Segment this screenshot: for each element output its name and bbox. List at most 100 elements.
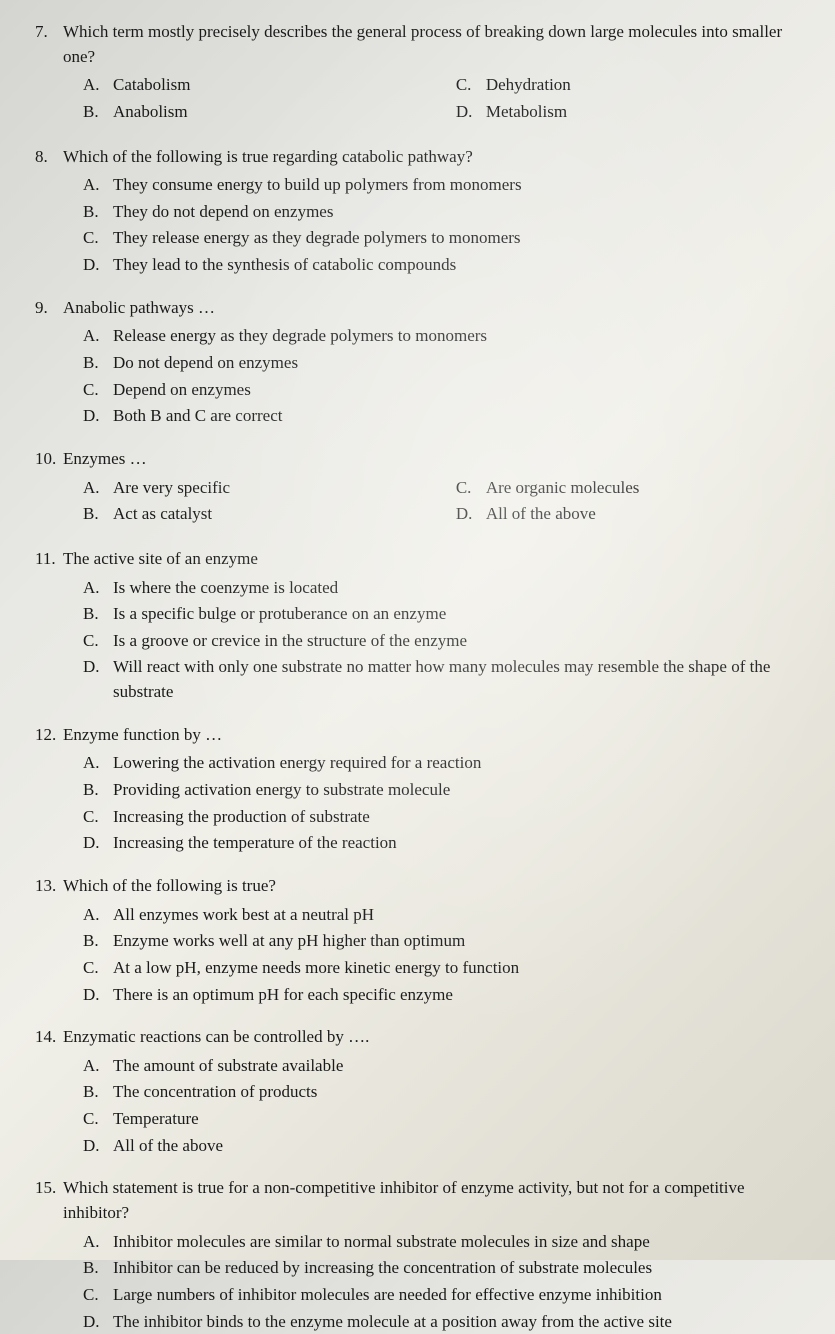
option: C.They release energy as they degrade po… [83, 226, 800, 251]
option-text: The concentration of products [113, 1080, 800, 1105]
option: A.Release energy as they degrade polymer… [83, 324, 800, 349]
option-letter: A. [83, 751, 113, 776]
question: 10.Enzymes … A.Are very specificB.Act as … [35, 447, 800, 529]
option-text: The inhibitor binds to the enzyme molecu… [113, 1310, 800, 1334]
question-number: 8. [35, 145, 63, 170]
question: 12.Enzyme function by … A.Lowering the ac… [35, 723, 800, 856]
option: A.Is where the coenzyme is located [83, 576, 800, 601]
question-stem: Which of the following is true? [63, 874, 800, 899]
option: B.Enzyme works well at any pH higher tha… [83, 929, 800, 954]
option-text: Release energy as they degrade polymers … [113, 324, 800, 349]
option-text: At a low pH, enzyme needs more kinetic e… [113, 956, 800, 981]
option-letter: B. [83, 351, 113, 376]
option-letter: D. [83, 253, 113, 278]
question-stem: Enzymatic reactions can be controlled by… [63, 1025, 800, 1050]
question-text: 9.Anabolic pathways … [35, 296, 800, 321]
question-stem: Anabolic pathways … [63, 296, 800, 321]
option-text: There is an optimum pH for each specific… [113, 983, 800, 1008]
option: C.Depend on enzymes [83, 378, 800, 403]
option: B.Anabolism [83, 100, 456, 125]
option: D.Increasing the temperature of the reac… [83, 831, 800, 856]
option: C.Is a groove or crevice in the structur… [83, 629, 800, 654]
option-text: Is a groove or crevice in the structure … [113, 629, 800, 654]
options-two-column: A.Are very specificB.Act as catalystC.Ar… [35, 476, 800, 529]
option: B.They do not depend on enzymes [83, 200, 800, 225]
option-letter: A. [83, 1230, 113, 1255]
option-letter: A. [83, 903, 113, 928]
option-text: They lead to the synthesis of catabolic … [113, 253, 800, 278]
question-text: 12.Enzyme function by … [35, 723, 800, 748]
question-number: 13. [35, 874, 63, 899]
question: 9.Anabolic pathways … A.Release energy as… [35, 296, 800, 429]
options-column-right: C.Are organic moleculesD.All of the abov… [456, 476, 800, 529]
option: A.Lowering the activation energy require… [83, 751, 800, 776]
option-letter: D. [83, 1310, 113, 1334]
option-letter: D. [83, 831, 113, 856]
option-letter: B. [83, 602, 113, 627]
option-text: Increasing the temperature of the reacti… [113, 831, 800, 856]
option: A.Inhibitor molecules are similar to nor… [83, 1230, 800, 1255]
option-letter: C. [456, 476, 486, 501]
options-two-column: A.CatabolismB.AnabolismC.DehydrationD.Me… [35, 73, 800, 126]
option-letter: B. [83, 200, 113, 225]
option-letter: B. [83, 100, 113, 125]
question-text: 10.Enzymes … [35, 447, 800, 472]
question-number: 11. [35, 547, 63, 572]
options-list: A.Release energy as they degrade polymer… [35, 324, 800, 429]
question-text: 13.Which of the following is true? [35, 874, 800, 899]
option: A.They consume energy to build up polyme… [83, 173, 800, 198]
options-list: A.All enzymes work best at a neutral pHB… [35, 903, 800, 1008]
option: C.At a low pH, enzyme needs more kinetic… [83, 956, 800, 981]
option: B.The concentration of products [83, 1080, 800, 1105]
option-text: Is a specific bulge or protuberance on a… [113, 602, 800, 627]
option-text: Large numbers of inhibitor molecules are… [113, 1283, 800, 1308]
option: B.Act as catalyst [83, 502, 456, 527]
option-text: Anabolism [113, 100, 456, 125]
option-text: Will react with only one substrate no ma… [113, 655, 800, 704]
option-letter: C. [83, 1107, 113, 1132]
option: D.They lead to the synthesis of cataboli… [83, 253, 800, 278]
option: C.Temperature [83, 1107, 800, 1132]
options-list: A.Is where the coenzyme is locatedB.Is a… [35, 576, 800, 705]
option: D.All of the above [83, 1134, 800, 1159]
option: A.Are very specific [83, 476, 456, 501]
option: B.Do not depend on enzymes [83, 351, 800, 376]
option-text: Temperature [113, 1107, 800, 1132]
option-text: Catabolism [113, 73, 456, 98]
option-letter: A. [83, 1054, 113, 1079]
question: 11.The active site of an enzymeA.Is wher… [35, 547, 800, 705]
option-letter: B. [83, 929, 113, 954]
option: C.Increasing the production of substrate [83, 805, 800, 830]
option: C.Dehydration [456, 73, 800, 98]
question-list: 7.Which term mostly precisely describes … [35, 20, 800, 1334]
question-number: 10. [35, 447, 63, 472]
option-letter: C. [83, 1283, 113, 1308]
question: 8.Which of the following is true regardi… [35, 145, 800, 278]
option-letter: A. [83, 173, 113, 198]
option-letter: D. [83, 1134, 113, 1159]
option-text: Enzyme works well at any pH higher than … [113, 929, 800, 954]
option-letter: C. [83, 226, 113, 251]
option: D.The inhibitor binds to the enzyme mole… [83, 1310, 800, 1334]
option-letter: C. [83, 956, 113, 981]
options-list: A.Lowering the activation energy require… [35, 751, 800, 856]
option-text: Metabolism [486, 100, 800, 125]
question-stem: Enzymes … [63, 447, 800, 472]
option-letter: A. [83, 324, 113, 349]
option: D.Both B and C are correct [83, 404, 800, 429]
option: A.Catabolism [83, 73, 456, 98]
option-text: They release energy as they degrade poly… [113, 226, 800, 251]
question-stem: Which of the following is true regarding… [63, 145, 800, 170]
option: B.Providing activation energy to substra… [83, 778, 800, 803]
option: D.There is an optimum pH for each specif… [83, 983, 800, 1008]
option-text: Providing activation energy to substrate… [113, 778, 800, 803]
question-number: 12. [35, 723, 63, 748]
question-number: 9. [35, 296, 63, 321]
option-text: Both B and C are correct [113, 404, 800, 429]
option-text: Depend on enzymes [113, 378, 800, 403]
option-letter: B. [83, 1080, 113, 1105]
option: A.The amount of substrate available [83, 1054, 800, 1079]
option: D.Will react with only one substrate no … [83, 655, 800, 704]
question: 13.Which of the following is true? A.All … [35, 874, 800, 1007]
option-text: They do not depend on enzymes [113, 200, 800, 225]
